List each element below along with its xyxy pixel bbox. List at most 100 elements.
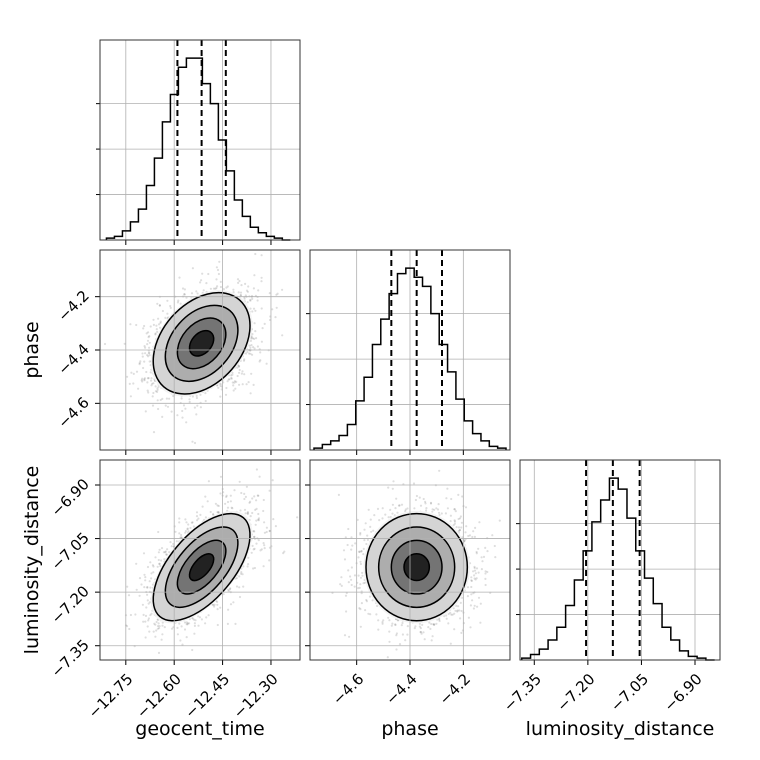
scatter-point: [152, 565, 155, 568]
scatter-point: [193, 406, 196, 409]
scatter-point: [144, 410, 147, 413]
scatter-point: [228, 588, 232, 591]
scatter-point: [159, 398, 162, 402]
scatter-point: [195, 413, 198, 416]
scatter-point: [255, 337, 258, 340]
scatter-point: [156, 387, 159, 390]
scatter-point: [145, 606, 148, 609]
scatter-point: [142, 327, 145, 330]
scatter-point: [249, 346, 252, 349]
scatter-point: [246, 512, 249, 516]
scatter-point: [186, 528, 189, 531]
histogram-step: [105, 57, 291, 241]
scatter-point: [195, 515, 199, 518]
scatter-point: [235, 585, 239, 588]
scatter-point: [140, 379, 143, 382]
scatter-point: [151, 382, 154, 385]
scatter-point: [195, 394, 198, 397]
scatter-point: [191, 617, 194, 620]
scatter-point: [148, 580, 151, 583]
scatter-point: [233, 380, 236, 383]
joint-panel-geocent_time-vs-luminosity_distance: [95, 459, 301, 665]
scatter-point: [141, 380, 144, 383]
scatter-point: [147, 391, 150, 394]
scatter-point: [245, 383, 248, 386]
scatter-point: [187, 530, 190, 533]
scatter-point: [159, 564, 162, 568]
scatter-point: [238, 364, 241, 368]
scatter-point: [142, 552, 146, 555]
scatter-point: [148, 351, 151, 354]
scatter-point: [181, 416, 184, 419]
scatter-point: [249, 515, 252, 518]
scatter-point: [206, 500, 209, 503]
scatter-point: [142, 613, 145, 617]
scatter-point: [192, 525, 195, 528]
scatter-point: [146, 389, 149, 392]
scatter-point: [268, 546, 272, 549]
scatter-point: [168, 397, 171, 400]
scatter-point: [146, 565, 150, 569]
scatter-point: [238, 279, 241, 283]
scatter-point: [144, 636, 147, 639]
scatter-point: [155, 328, 158, 331]
scatter-point: [204, 392, 207, 395]
scatter-point: [207, 480, 210, 483]
scatter-point: [207, 614, 210, 617]
scatter-point: [218, 260, 221, 263]
scatter-point: [137, 387, 140, 390]
scatter-point: [152, 630, 155, 633]
scatter-point: [157, 317, 160, 320]
scatter-point: [176, 301, 179, 304]
scatter-point: [156, 388, 159, 391]
scatter-point: [199, 393, 202, 396]
scatter-point: [189, 526, 192, 530]
scatter-point: [246, 301, 249, 304]
scatter-point: [250, 551, 253, 554]
scatter-point: [158, 304, 161, 307]
scatter-point: [172, 394, 175, 398]
scatter-point: [261, 327, 264, 330]
scatter-point: [154, 556, 157, 559]
scatter-point: [129, 613, 132, 617]
scatter-point: [154, 623, 157, 626]
scatter-point: [226, 380, 229, 383]
scatter-point: [219, 383, 222, 386]
scatter-point: [258, 360, 261, 363]
scatter-point: [150, 612, 153, 615]
scatter-point: [248, 352, 251, 355]
scatter-point: [151, 564, 154, 567]
scatter-point: [204, 622, 207, 625]
scatter-point: [148, 335, 151, 338]
scatter-point: [251, 497, 254, 500]
scatter-point: [249, 307, 252, 310]
scatter-point: [252, 548, 255, 551]
scatter-point: [226, 506, 230, 509]
scatter-point: [229, 494, 232, 497]
scatter-point: [156, 390, 159, 393]
scatter-point: [186, 527, 189, 530]
scatter-point: [216, 608, 219, 611]
scatter-point: [183, 293, 186, 296]
scatter-point: [259, 359, 262, 362]
scatter-point: [231, 381, 234, 384]
scatter-point: [161, 415, 164, 418]
scatter-point: [215, 278, 218, 281]
scatter-point: [180, 536, 183, 539]
scatter-point: [251, 511, 254, 515]
scatter-point: [249, 298, 252, 301]
scatter-point: [253, 566, 256, 570]
scatter-point: [144, 352, 147, 355]
scatter-point: [157, 407, 160, 411]
scatter-point: [166, 548, 169, 551]
scatter-point: [169, 306, 172, 309]
scatter-point: [152, 391, 155, 395]
scatter-point: [184, 407, 187, 410]
scatter-point: [260, 276, 263, 279]
scatter-point: [180, 625, 183, 628]
scatter-point: [150, 577, 153, 580]
scatter-point: [185, 521, 188, 524]
scatter-point: [152, 323, 155, 326]
scatter-point: [181, 287, 185, 290]
scatter-point: [193, 624, 196, 628]
